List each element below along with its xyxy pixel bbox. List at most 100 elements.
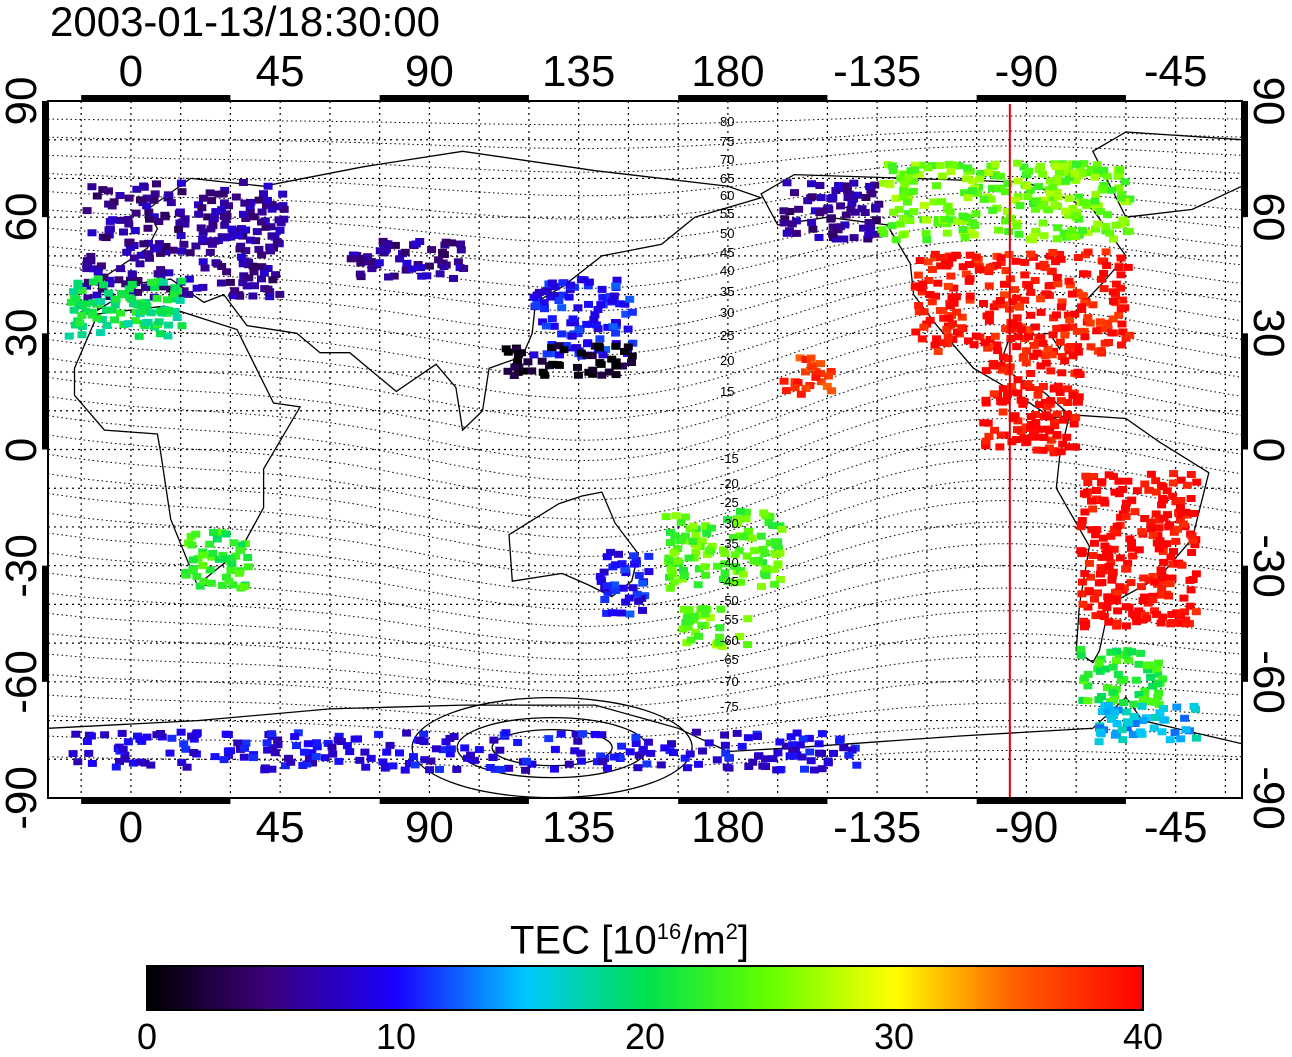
- tec-pixel: [1077, 521, 1087, 529]
- tec-pixel: [945, 208, 955, 216]
- tec-pixel: [1091, 225, 1100, 233]
- tec-pixel: [621, 310, 631, 318]
- tec-pixel: [1188, 536, 1198, 544]
- tec-pixel: [1060, 357, 1070, 365]
- frame-tick-bar: [678, 95, 828, 101]
- tec-pixel: [736, 578, 746, 586]
- tec-pixel: [155, 330, 165, 338]
- tec-pixel: [1063, 311, 1073, 319]
- tec-pixel: [434, 256, 444, 264]
- tec-pixel: [849, 234, 859, 242]
- tec-pixel: [268, 744, 278, 752]
- tec-pixel: [1026, 250, 1036, 258]
- tec-pixel: [1127, 496, 1137, 504]
- tec-pixel: [615, 300, 625, 308]
- tec-pixel: [816, 378, 826, 386]
- tec-pixel: [1148, 682, 1158, 690]
- tec-pixel: [188, 556, 198, 564]
- mlat-label: 35: [720, 284, 734, 299]
- tec-pixel: [363, 253, 373, 261]
- tec-pixel: [1013, 193, 1023, 201]
- tec-pixel: [1046, 281, 1056, 289]
- tec-pixel: [1073, 254, 1083, 261]
- tec-pixel: [981, 399, 991, 407]
- tec-pixel: [902, 188, 912, 196]
- tec-pixel: [1155, 537, 1165, 545]
- tec-pixel: [779, 207, 789, 215]
- tec-pixel: [552, 292, 562, 300]
- tec-pixel: [737, 742, 747, 750]
- tec-pixel: [1128, 610, 1138, 618]
- tec-pixel: [1020, 271, 1030, 279]
- tec-pixel: [263, 746, 273, 754]
- tec-pixel: [221, 215, 231, 223]
- tec-pixel: [133, 277, 143, 284]
- tec-pixel: [203, 213, 213, 221]
- tec-pixel: [441, 238, 451, 246]
- tec-pixel: [1057, 353, 1067, 360]
- bottom-lon-tick-label: 180: [691, 803, 765, 852]
- tec-pixel: [226, 747, 236, 755]
- tec-pixel: [1154, 524, 1164, 532]
- tec-pixel: [1065, 281, 1075, 289]
- tec-pixel: [327, 743, 337, 751]
- tec-pixel: [1143, 599, 1153, 607]
- tec-pixel: [228, 581, 238, 589]
- tec-pixel: [152, 294, 162, 302]
- tec-pixel: [207, 197, 217, 205]
- tec-pixel: [857, 205, 867, 213]
- tec-pixel: [996, 398, 1006, 405]
- tec-pixel: [220, 555, 230, 562]
- coastline: [1055, 414, 1210, 664]
- tec-pixel: [664, 554, 674, 562]
- tec-pixel: [257, 251, 267, 259]
- tec-pixel: [988, 184, 997, 192]
- tec-pixel: [254, 245, 264, 253]
- tec-pixel: [1134, 660, 1144, 668]
- tec-pixel: [1019, 163, 1029, 171]
- tec-pixel: [142, 302, 152, 310]
- tec-pixel: [209, 529, 218, 536]
- tec-pixel: [225, 278, 235, 286]
- tec-pixel: [981, 442, 991, 450]
- tec-pixel: [312, 739, 321, 747]
- tec-pixel: [770, 580, 780, 588]
- tec-pixel: [1181, 508, 1191, 516]
- tec-pixel: [984, 343, 994, 351]
- tec-pixel: [267, 730, 277, 738]
- tec-pixel: [698, 747, 707, 755]
- tec-pixel: [564, 293, 574, 301]
- tec-pixel: [1080, 333, 1090, 341]
- tec-pixel: [781, 742, 791, 750]
- tec-pixel: [238, 179, 248, 186]
- tec-pixel: [611, 282, 621, 290]
- tec-pixel: [1097, 257, 1107, 265]
- tec-pixel: [1077, 170, 1087, 178]
- tec-pixel: [596, 752, 606, 760]
- tec-pixel: [130, 227, 140, 234]
- colorbar-tick-label: 0: [136, 1016, 158, 1057]
- tec-pixel: [757, 583, 766, 590]
- tec-pixel: [1073, 343, 1083, 351]
- tec-pixel: [735, 507, 745, 515]
- tec-pixel: [915, 257, 925, 264]
- tec-pixel: [129, 254, 139, 262]
- tec-pixel: [1090, 173, 1100, 181]
- mlat-label: 15: [720, 384, 734, 399]
- tec-pixel: [1107, 329, 1117, 337]
- tec-pixel: [1116, 341, 1126, 349]
- tec-pixel: [624, 594, 634, 602]
- tec-pixel: [1018, 400, 1028, 408]
- mlat-label: -35: [720, 536, 739, 551]
- tec-pixel: [182, 763, 192, 771]
- tec-pixel: [1036, 308, 1046, 316]
- tec-pixel: [1074, 393, 1084, 401]
- tec-pixel: [177, 759, 187, 766]
- tec-pixel: [617, 560, 627, 568]
- tec-pixel: [684, 606, 694, 614]
- tec-pixel: [531, 302, 541, 310]
- tec-pixel: [1053, 382, 1063, 390]
- tec-pixel: [334, 757, 344, 765]
- tec-pixel: [1130, 720, 1140, 727]
- tec-pixel: [504, 764, 514, 772]
